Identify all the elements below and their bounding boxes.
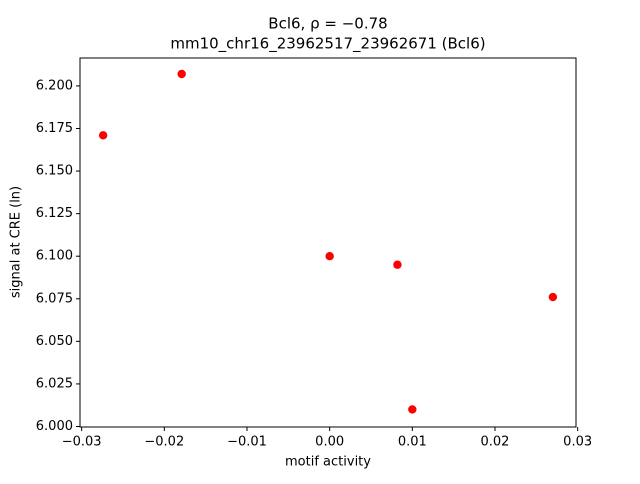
point: [98, 131, 108, 140]
x-tick-label: 0.02: [481, 435, 510, 450]
y-tick-label: 6.050: [36, 334, 73, 349]
y-tick-label: 6.125: [36, 206, 73, 221]
chart-subtitle: mm10_chr16_23962517_23962671 (Bcl6): [170, 35, 485, 54]
x-tick-label: 0.00: [315, 435, 344, 450]
y-tick-label: 6.000: [36, 419, 73, 434]
x-tick-label: −0.03: [62, 435, 102, 450]
point: [408, 405, 417, 414]
chart-title: Bcl6, ρ = −0.78: [268, 15, 387, 33]
x-tick-label: 0.01: [398, 435, 427, 450]
point: [177, 69, 186, 79]
point: [393, 260, 402, 269]
y-tick-label: 6.075: [36, 291, 73, 306]
y-tick-label: 6.175: [36, 121, 73, 136]
y-tick-label: 6.200: [36, 78, 73, 93]
x-tick-label: −0.02: [144, 435, 184, 450]
point: [548, 292, 558, 302]
y-tick-label: 6.150: [36, 164, 73, 179]
plot-frame: [79, 57, 577, 428]
x-axis-label: motif activity: [285, 455, 371, 470]
y-axis-label: signal at CRE (ln): [9, 186, 24, 298]
y-tick-label: 6.025: [36, 376, 73, 391]
y-tick-label: 6.100: [36, 249, 73, 264]
x-tick-label: 0.03: [563, 435, 592, 450]
x-tick-label: −0.01: [227, 435, 267, 450]
point: [325, 252, 334, 261]
